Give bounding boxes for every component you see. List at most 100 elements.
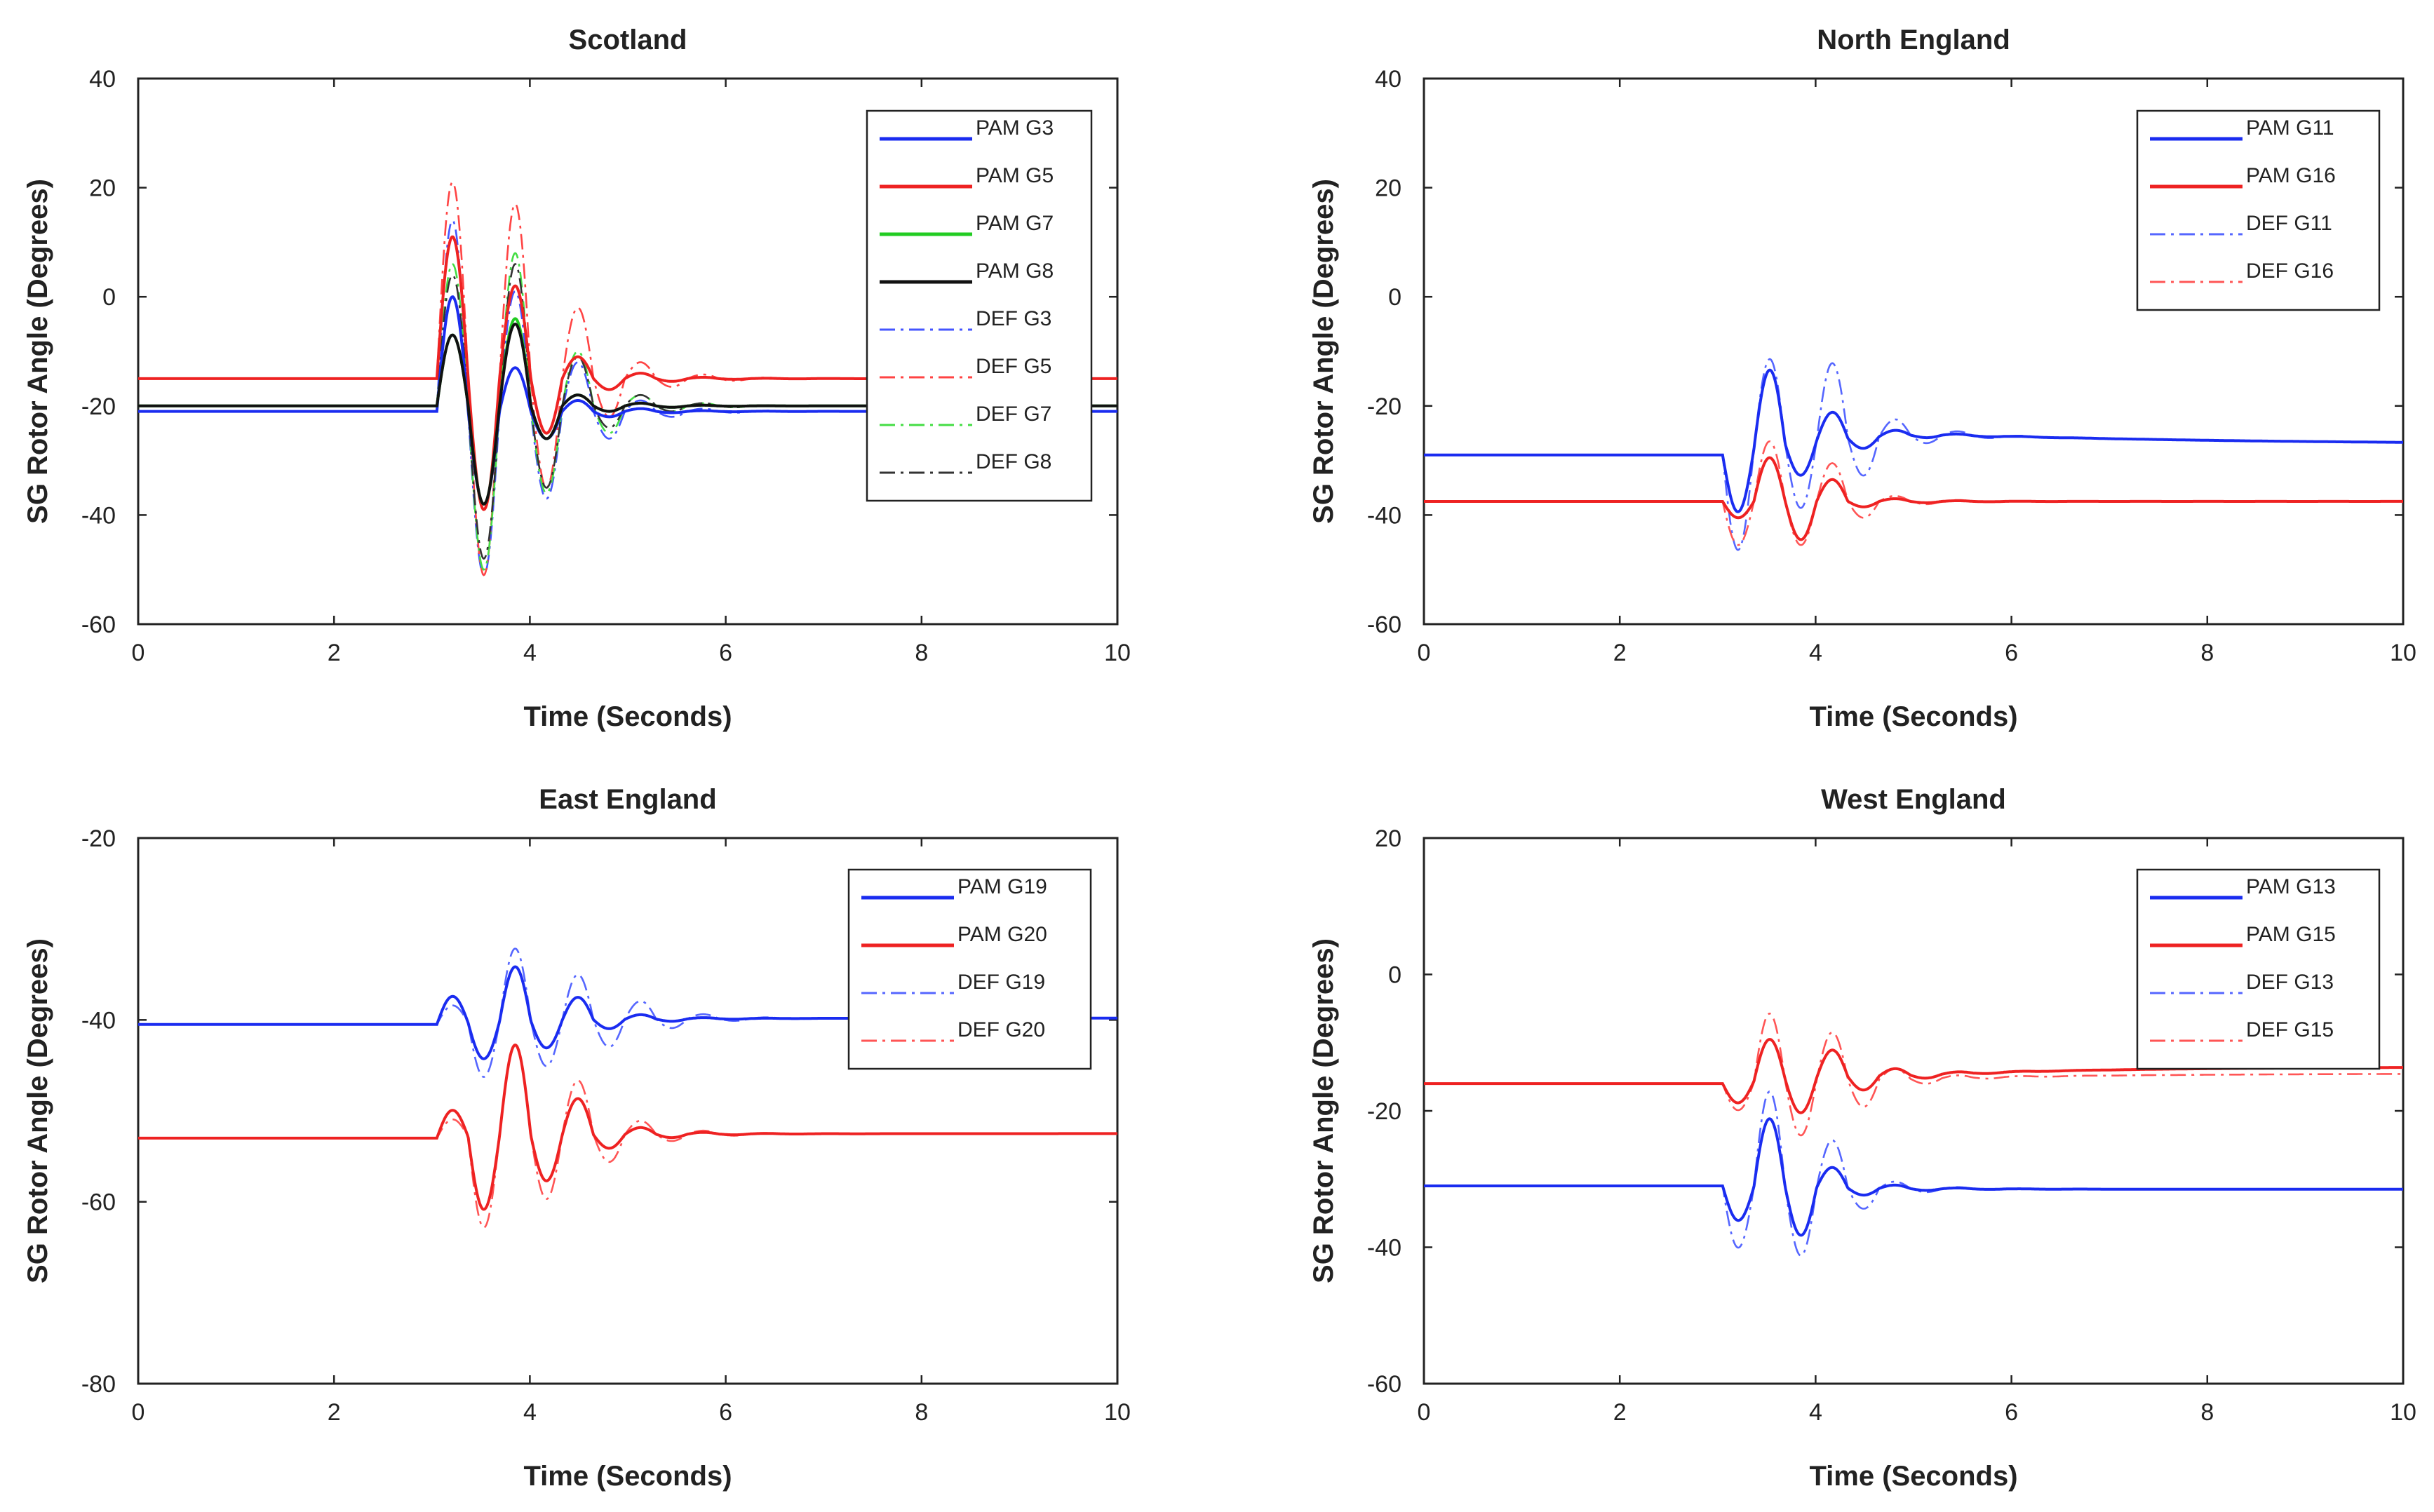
chart-panel-west-england: West England 0 2 4 6 8 10 -60 -40 -20 0 20 Time (Sec… <box>1308 784 2416 1492</box>
x-axis-label: Time (Seconds) <box>523 701 732 732</box>
y-tick-label: -80 <box>81 1371 116 1398</box>
legend-entry-def-g5: DEF G5 <box>976 355 1051 378</box>
x-tick-label: 8 <box>915 640 928 666</box>
y-tick-label: -20 <box>81 393 116 420</box>
chart-panel-scotland: Scotland 0 2 4 6 8 10 -60 -40 -20 0 20 40 Time (Secon… <box>22 25 1131 732</box>
y-tick-label: -20 <box>81 825 116 852</box>
legend-entry-def-g7: DEF G7 <box>976 403 1051 426</box>
legend-box <box>2136 868 2381 1070</box>
series-group <box>1424 358 2403 551</box>
x-tick-label: 0 <box>132 640 145 666</box>
x-tick-label: 2 <box>328 640 341 666</box>
y-tick-label: 0 <box>1388 962 1401 989</box>
x-tick-label: 8 <box>915 1399 928 1426</box>
y-tick-label: 0 <box>102 284 116 311</box>
y-axis-label: SG Rotor Angle (Degrees) <box>1308 179 1339 524</box>
x-tick-label: 2 <box>1613 1399 1627 1426</box>
y-tick-label: -60 <box>81 1189 116 1216</box>
x-tick-label: 2 <box>1613 640 1627 666</box>
legend-entry-def-g11: DEF G11 <box>2246 212 2332 235</box>
y-tick-label: -40 <box>81 502 116 529</box>
y-axis-label: SG Rotor Angle (Degrees) <box>1308 938 1339 1283</box>
legend-entry-def-g8: DEF G8 <box>976 450 1051 473</box>
series-line-def-g20 <box>138 1044 1117 1229</box>
x-tick-label: 10 <box>2390 640 2416 666</box>
plot-frame <box>137 77 1119 626</box>
x-tick-label: 6 <box>719 1399 732 1426</box>
legend-box <box>2136 109 2381 311</box>
y-tick-label: -60 <box>1367 612 1401 638</box>
legend-entry-def-g16: DEF G16 <box>2246 259 2334 283</box>
legend-entry-pam-g20: PAM G20 <box>957 923 1047 946</box>
legend-entry-def-g19: DEF G19 <box>957 971 1045 994</box>
chart-title: Scotland <box>569 25 687 55</box>
series-line-def-g13 <box>1424 1091 2403 1257</box>
legend-entry-pam-g3: PAM G3 <box>976 116 1054 140</box>
y-tick-label: 20 <box>89 175 116 202</box>
x-tick-label: 6 <box>719 640 732 666</box>
x-tick-label: 8 <box>2200 640 2214 666</box>
legend-entry-pam-g16: PAM G16 <box>2246 164 2336 187</box>
y-tick-label: 40 <box>89 66 116 93</box>
chart-panel-east-england: East England 0 2 4 6 8 10 -80 -60 -40 -20 Time (Sec… <box>22 784 1131 1492</box>
legend: PAM G3 PAM G5 PAM G7 PAM G8 DEF G3 DEF G5 DEF … <box>866 109 1093 502</box>
x-axis-label: Time (Seconds) <box>1809 701 2017 732</box>
plot-frame <box>137 837 1119 1385</box>
legend-entry-pam-g11: PAM G11 <box>2246 116 2334 140</box>
legend-box <box>866 109 1093 502</box>
series-line-pam-g11 <box>1424 368 2403 513</box>
x-tick-label: 10 <box>1104 1399 1131 1426</box>
series-line-def-g16 <box>1424 440 2403 546</box>
x-tick-label: 4 <box>1809 640 1822 666</box>
legend-entry-pam-g8: PAM G8 <box>976 259 1054 283</box>
legend-entry-def-g15: DEF G15 <box>2246 1018 2334 1041</box>
x-axis-label: Time (Seconds) <box>523 1461 732 1492</box>
legend-box <box>847 868 1092 1070</box>
y-tick-label: -40 <box>1367 502 1401 529</box>
chart-panel-north-england: North England 0 2 4 6 8 10 -60 -40 -20 0 20 40 Time (… <box>1308 25 2416 732</box>
x-tick-label: 0 <box>132 1399 145 1426</box>
y-axis-label: SG Rotor Angle (Degrees) <box>22 938 53 1283</box>
x-tick-label: 10 <box>1104 640 1131 666</box>
x-tick-label: 8 <box>2200 1399 2214 1426</box>
x-tick-label: 4 <box>1809 1399 1822 1426</box>
legend-entry-pam-g7: PAM G7 <box>976 212 1054 235</box>
y-tick-label: -20 <box>1367 393 1401 420</box>
series-line-pam-g13 <box>1424 1117 2403 1237</box>
x-tick-label: 6 <box>2005 640 2018 666</box>
series-line-def-g15 <box>1424 1012 2403 1137</box>
x-axis-label: Time (Seconds) <box>1809 1461 2017 1492</box>
y-tick-label: -60 <box>81 612 116 638</box>
y-tick-label: -40 <box>1367 1235 1401 1262</box>
legend-entry-pam-g15: PAM G15 <box>2246 923 2336 946</box>
y-tick-label: -20 <box>1367 1098 1401 1125</box>
chart-title: North England <box>1817 25 2010 55</box>
y-tick-label: 20 <box>1375 825 1401 852</box>
y-tick-label: 0 <box>1388 284 1401 311</box>
legend-entry-def-g20: DEF G20 <box>957 1018 1045 1041</box>
x-tick-label: 2 <box>328 1399 341 1426</box>
legend-entry-def-g13: DEF G13 <box>2246 971 2334 994</box>
x-tick-label: 6 <box>2005 1399 2018 1426</box>
plot-frame <box>1423 77 2405 626</box>
chart-title: West England <box>1821 784 2006 815</box>
legend-entry-def-g3: DEF G3 <box>976 307 1051 330</box>
legend-entry-pam-g5: PAM G5 <box>976 164 1054 187</box>
x-tick-label: 0 <box>1418 1399 1431 1426</box>
x-tick-label: 10 <box>2390 1399 2416 1426</box>
y-tick-label: -60 <box>1367 1371 1401 1398</box>
legend-entry-pam-g13: PAM G13 <box>2246 875 2336 898</box>
legend-entry-pam-g19: PAM G19 <box>957 875 1047 898</box>
series-line-pam-g20 <box>138 1044 1117 1211</box>
y-tick-label: -40 <box>81 1007 116 1034</box>
chart-title: East England <box>539 784 716 815</box>
legend: PAM G19 PAM G20 DEF G19 DEF G20 <box>847 868 1092 1070</box>
x-tick-label: 4 <box>523 640 537 666</box>
legend: PAM G11 PAM G16 DEF G11 DEF G16 <box>2136 109 2381 311</box>
series-line-pam-g16 <box>1424 456 2403 541</box>
x-tick-label: 4 <box>523 1399 537 1426</box>
y-axis-label: SG Rotor Angle (Degrees) <box>22 179 53 524</box>
x-tick-label: 0 <box>1418 640 1431 666</box>
y-tick-label: 20 <box>1375 175 1401 202</box>
